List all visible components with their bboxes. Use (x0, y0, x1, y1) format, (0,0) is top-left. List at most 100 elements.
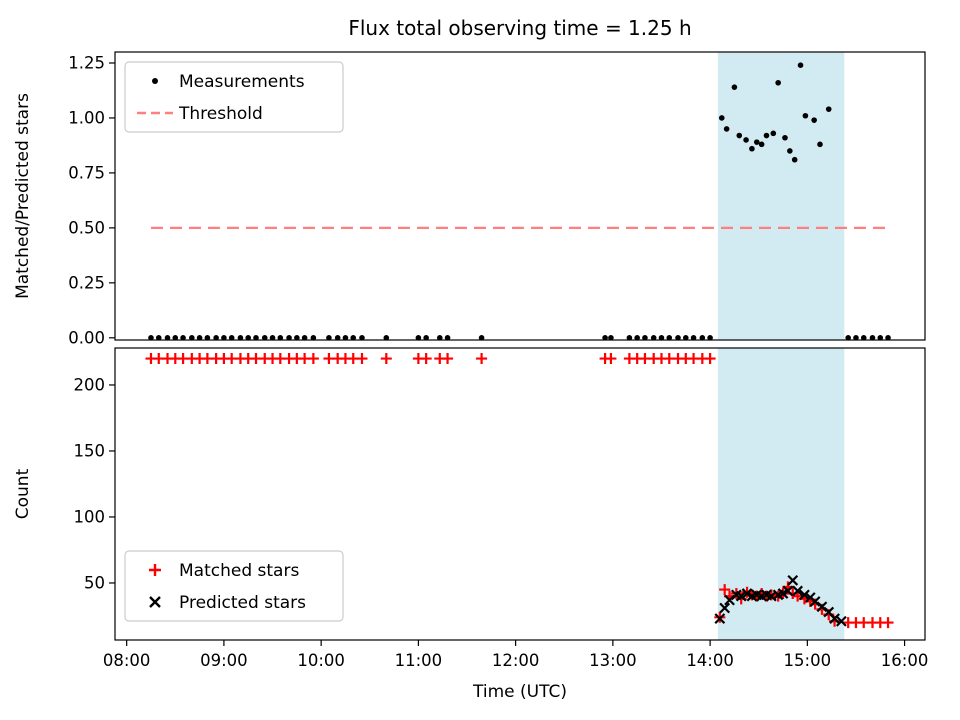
measurements-point (286, 335, 292, 341)
measurements-point (770, 130, 777, 137)
x-axis-label: Time (UTC) (472, 682, 567, 702)
matched-stars-point (356, 353, 368, 365)
measurements-point (478, 335, 485, 341)
predicted-stars-point (735, 590, 747, 602)
matched-stars-point (476, 353, 488, 365)
predicted-stars-point (835, 615, 847, 627)
measurements-point (269, 335, 276, 341)
y-tick-label: 200 (74, 375, 106, 394)
measurements-point (877, 335, 884, 341)
x-tick-label: 12:00 (492, 651, 540, 670)
predicted-stars-series (714, 574, 847, 627)
legend-dot-marker-icon (152, 78, 158, 84)
y-tick-label: 0.75 (68, 163, 105, 182)
legend-plus-marker-icon (149, 564, 161, 576)
measurements-point (196, 335, 203, 341)
measurements-point (261, 335, 268, 341)
matched-stars-point (605, 353, 617, 365)
measurements-point (811, 117, 817, 123)
measurements-point (228, 335, 235, 341)
x-tick-label: 16:00 (881, 651, 929, 670)
measurements-point (383, 335, 390, 341)
measurements-point (277, 335, 284, 341)
measurements-point (650, 335, 657, 341)
measurements-point (845, 335, 851, 341)
measurements-point (213, 335, 219, 341)
measurements-point (350, 335, 357, 341)
measurements-point (658, 335, 665, 341)
x-tick-label: 08:00 (103, 651, 151, 670)
measurements-point (342, 335, 349, 341)
measurements-point (825, 106, 832, 112)
measurements-point (221, 335, 227, 341)
predicted-stars-point (719, 602, 731, 614)
y-tick-label: 1.00 (68, 108, 105, 127)
measurements-series (148, 62, 891, 341)
legend-frame (124, 61, 344, 133)
predicted-stars-point (787, 574, 799, 586)
measurements-point (775, 79, 781, 86)
measurements-point (642, 335, 648, 341)
legend: Matched stars Predicted stars (124, 550, 344, 622)
measurements-point (707, 335, 713, 341)
x-tick-label: 14:00 (686, 651, 734, 670)
measurements-point (791, 156, 798, 163)
measurements-point (334, 335, 341, 341)
matched-stars-point (420, 353, 432, 365)
x-tick-label: 15:00 (784, 651, 832, 670)
measurements-point (634, 335, 640, 341)
axes-frame (114, 347, 926, 641)
measurements-point (359, 335, 365, 341)
measurements-point (164, 335, 171, 341)
x-tick-label: 11:00 (395, 651, 443, 670)
measurements-point (758, 141, 765, 148)
measurements-point (817, 141, 823, 148)
matched-stars-point (792, 590, 804, 602)
legend-label: Threshold (178, 104, 263, 124)
matched-stars-point (380, 353, 392, 365)
x-tick-label: 10:00 (297, 651, 345, 670)
y-axis-label: Matched/Predicted stars (13, 93, 33, 299)
measurements-point (148, 335, 154, 341)
measurements-point (172, 335, 179, 341)
measurements-point (743, 137, 749, 143)
measurements-point (699, 335, 706, 341)
x-tick-label: 13:00 (589, 651, 637, 670)
measurements-point (204, 335, 211, 341)
measurements-point (802, 112, 809, 119)
measurements-point (155, 335, 162, 341)
measurements-point (885, 335, 891, 341)
measurements-point (782, 134, 788, 141)
matched-stars-point (704, 353, 716, 365)
measurements-point (253, 335, 259, 341)
measurements-point (797, 62, 804, 68)
predicted-stars-point (782, 585, 794, 597)
measurements-point (753, 139, 760, 145)
measurements-point (749, 145, 755, 152)
measurements-point (736, 132, 743, 139)
measurements-point (245, 335, 252, 341)
measurements-point (294, 335, 300, 341)
y-tick-label: 0.00 (68, 328, 105, 347)
measurements-point (608, 335, 614, 341)
measurements-point (444, 335, 451, 341)
y-tick-label: 100 (74, 507, 106, 526)
top-axes: 0.00 0.25 0.50 0.75 1.00 1.25 Matched/Predicte… (13, 16, 926, 347)
measurements-point (869, 335, 876, 341)
measurements-point (682, 335, 689, 341)
measurements-point (723, 126, 730, 132)
measurements-point (436, 335, 443, 341)
measurements-point (666, 335, 673, 341)
predicted-stars-point (792, 585, 803, 597)
measurements-point (787, 148, 793, 154)
measurements-point (853, 335, 859, 341)
y-tick-label: 150 (74, 441, 106, 460)
matched-stars-point (442, 353, 454, 365)
predicted-stars-point (829, 613, 840, 624)
shaded-region (717, 52, 845, 340)
measurements-point (675, 335, 681, 341)
measurements-point (423, 335, 429, 341)
measurements-point (301, 335, 308, 341)
